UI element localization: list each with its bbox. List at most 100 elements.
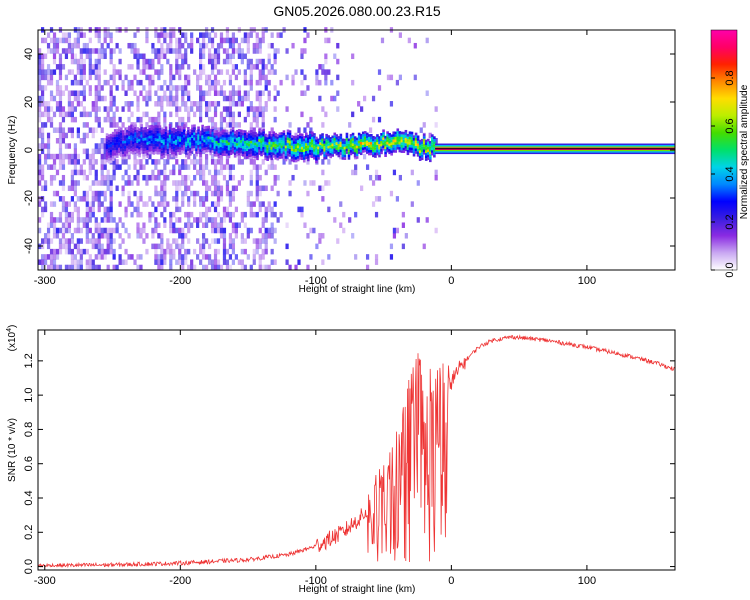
spectrogram-cell	[103, 206, 107, 213]
spectrogram-cell	[67, 42, 72, 49]
spectrogram-cell	[181, 259, 185, 265]
spectrogram-cell	[255, 116, 259, 123]
spectrogram-signal-cell	[189, 137, 192, 140]
spectrogram-signal-cell	[296, 140, 300, 143]
spectrogram-signal-cell	[278, 153, 282, 157]
spectrogram-signal-cell	[105, 151, 109, 155]
spectrogram-cell	[222, 95, 227, 102]
spectrogram-cell	[124, 259, 128, 265]
spectrogram-signal-cell	[152, 146, 156, 150]
spectrogram-signal-cell	[178, 146, 182, 150]
spectrogram-signal-cell	[343, 154, 347, 158]
spectrogram-cell	[175, 243, 179, 250]
spectrogram-cell	[100, 143, 104, 149]
spectrogram-signal-cell	[353, 154, 357, 158]
spectrogram-signal-cell	[256, 136, 259, 140]
spectrogram-cell	[181, 254, 185, 260]
spectrogram-signal-cell	[392, 144, 396, 148]
spectrogram-signal-cell	[209, 152, 213, 156]
spectrogram-cell	[243, 222, 247, 228]
spectrogram-cell	[288, 159, 292, 165]
spectrogram-cell	[55, 127, 60, 133]
spectrogram-cell	[148, 95, 152, 102]
spectrogram-cell	[94, 222, 98, 228]
spectrogram-signal-cell	[254, 153, 257, 156]
spectrogram-cell	[85, 238, 89, 244]
spectrogram-cell	[246, 64, 250, 70]
spectrogram-signal-cell	[374, 155, 377, 158]
spectrogram-cell	[97, 48, 101, 54]
spectrogram-cell	[55, 90, 60, 96]
spectrogram-cell	[157, 190, 161, 197]
spectrogram-cell	[276, 48, 280, 54]
spectrogram-signal-cell	[205, 128, 208, 132]
spectrogram-signal-cell	[315, 157, 318, 161]
spectrogram-cell	[240, 95, 244, 102]
spectrogram-signal-cell	[105, 149, 109, 152]
spectrogram-cell	[246, 58, 250, 65]
spectrogram-signal-cell	[105, 159, 109, 163]
spectrogram-signal-cell	[424, 155, 428, 159]
spectrogram-signal-cell	[195, 151, 198, 154]
spectrogram-cell	[231, 238, 236, 244]
spectrogram-signal-cell	[115, 152, 119, 156]
spectrogram-signal-cell	[345, 132, 349, 136]
spectrogram-y-tick-label: -20	[23, 190, 35, 206]
spectrogram-cell	[181, 90, 185, 96]
spectrogram-signal-cell	[168, 142, 172, 146]
spectrogram-signal-cell	[390, 150, 393, 153]
spectrogram-cell	[216, 42, 221, 49]
spectrogram-signal-cell	[365, 143, 369, 146]
spectrogram-signal-cell	[168, 134, 172, 138]
spectrogram-signal-cell	[307, 150, 310, 154]
spectrogram-signal-cell	[160, 150, 164, 154]
spectrogram-cell	[351, 111, 355, 118]
spectrogram-signal-cell	[325, 133, 328, 137]
spectrogram-signal-cell	[420, 152, 424, 155]
spectrogram-signal-cell	[193, 134, 196, 138]
spectrogram-signal-cell	[416, 146, 420, 149]
spectrogram-signal-cell	[363, 144, 367, 147]
spectrogram-cell	[151, 227, 155, 234]
spectrogram-signal-cell	[264, 157, 267, 161]
spectrogram-signal-cell	[172, 130, 176, 134]
spectrogram-cell	[82, 64, 86, 70]
spectrogram-signal-cell	[412, 153, 416, 157]
spectrogram-cell	[88, 211, 92, 218]
spectrogram-cell	[222, 37, 227, 44]
spectrogram-cell	[76, 64, 80, 70]
spectrogram-cell	[67, 143, 72, 149]
spectrogram-signal-cell	[363, 131, 367, 134]
spectrogram-cell	[160, 48, 164, 54]
spectrogram-signal-cell	[148, 135, 152, 139]
spectrogram-cell	[178, 259, 182, 265]
spectrogram-cell	[103, 116, 107, 123]
spectrogram-cell	[67, 248, 72, 255]
spectrogram-cell	[73, 53, 77, 60]
spectrogram-signal-cell	[178, 125, 182, 129]
spectrogram-signal-cell	[268, 152, 272, 156]
spectrogram-signal-cell	[339, 136, 343, 140]
spectrogram-cell	[386, 74, 391, 81]
spectrogram-cell	[112, 74, 116, 81]
spectrogram-cell	[327, 159, 331, 165]
spectrogram-signal-cell	[168, 126, 172, 130]
spectrogram-signal-cell	[109, 136, 113, 140]
spectrogram-signal-cell	[215, 140, 219, 144]
spectrogram-cell	[196, 37, 200, 44]
spectrogram-cell	[52, 48, 57, 54]
spectrogram-signal-cell	[244, 130, 247, 133]
spectrogram-cell	[40, 164, 45, 170]
spectrogram-cell	[97, 238, 101, 244]
spectrogram-cell	[136, 116, 140, 123]
spectrogram-cell	[392, 227, 397, 234]
spectrogram-signal-cell	[353, 146, 357, 150]
spectrogram-signal-cell	[211, 129, 215, 132]
spectrogram-signal-cell	[156, 143, 160, 147]
spectrogram-signal-cell	[225, 148, 229, 151]
spectrogram-signal-cell	[172, 151, 176, 155]
spectrogram-cell	[73, 95, 77, 102]
spectrogram-cell	[142, 58, 146, 65]
spectrogram-cell	[219, 69, 224, 75]
spectrogram-cell	[216, 238, 221, 244]
